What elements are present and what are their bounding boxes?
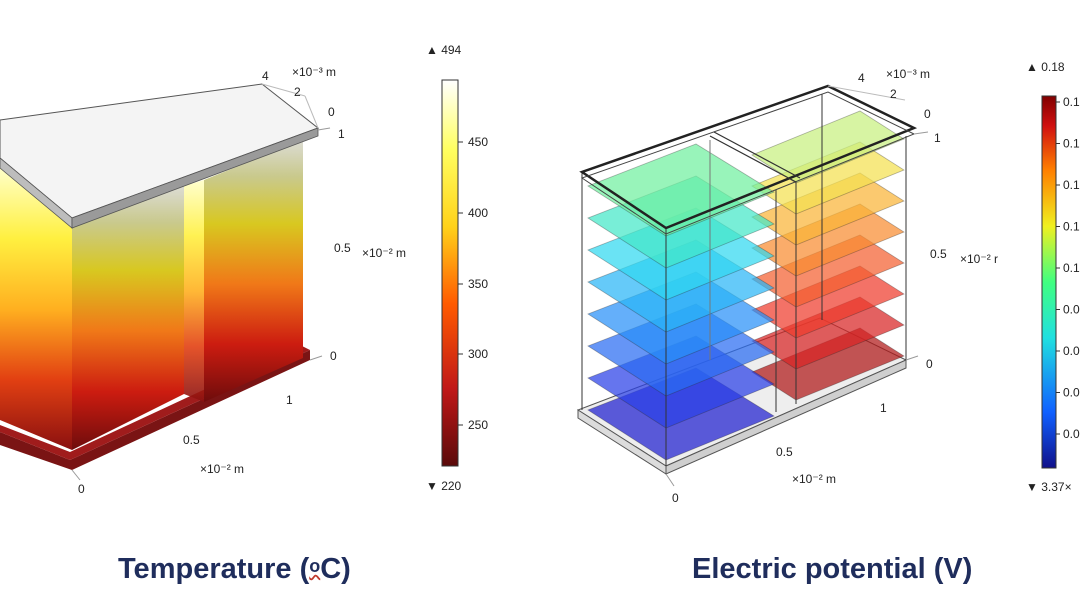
- colorbar-min-label: ▼ 220: [426, 479, 462, 493]
- y-scale-label: ×10⁻³ m: [886, 67, 930, 81]
- z-tick: 0.5: [334, 241, 351, 255]
- y-tick: 0: [328, 105, 335, 119]
- potential-caption: Electric potential (V): [692, 553, 973, 585]
- colorbar-tick-label: 0.0: [1063, 427, 1080, 441]
- potential-colorbar: ▲ 0.18 0.1 0.1 0.1 0.1 0.1 0.0 0.0 0.0 0.0 ▼ 3.3…: [1026, 60, 1080, 494]
- y-tick: 4: [858, 71, 865, 85]
- colorbar-tick-label: 0.1: [1063, 220, 1080, 234]
- colorbar-min-label: ▼ 3.37×: [1026, 480, 1072, 494]
- x-scale-label: ×10⁻² m: [200, 462, 244, 476]
- potential-plot: ×10⁻³ m 4 2 0 1 0.5 ×10⁻² r 0 0 0.5 ×10⁻…: [576, 67, 998, 505]
- colorbar-tick-label: 0.1: [1063, 178, 1080, 192]
- x-tick: 0.5: [183, 433, 200, 447]
- colorbar-tick-label: 400: [468, 206, 488, 220]
- colorbar-max-label: ▲ 494: [426, 43, 462, 57]
- x-tick: 1: [286, 393, 293, 407]
- colorbar-tick-label: 0.0: [1063, 386, 1080, 400]
- temperature-plot: ×10⁻³ m 4 2 0 1 0.5 ×10⁻² m 0 0 0.5 ×10⁻…: [0, 65, 406, 496]
- y-tick: 4: [262, 69, 269, 83]
- colorbar-tick-label: 450: [468, 135, 488, 149]
- y-tick: 2: [294, 85, 301, 99]
- colorbar-tick-label: 0.1: [1063, 137, 1080, 151]
- temperature-colorbar: ▲ 494 450 400 350 300 250 ▼ 220: [426, 43, 488, 493]
- z-tick: 1: [338, 127, 345, 141]
- left-cell-side: [0, 168, 72, 450]
- temperature-caption: Temperature (oC): [118, 553, 351, 585]
- x-tick: 0: [672, 491, 679, 505]
- colorbar-tick-label: 350: [468, 277, 488, 291]
- colorbar-tick-label: 300: [468, 347, 488, 361]
- colorbar-tick-label: 250: [468, 418, 488, 432]
- x-tick: 1: [880, 401, 887, 415]
- colorbar-tick-label: 0.1: [1063, 95, 1080, 109]
- z-tick: 0: [926, 357, 933, 371]
- z-tick: 0: [330, 349, 337, 363]
- x-scale-label: ×10⁻² m: [792, 472, 836, 486]
- y-scale-label: ×10⁻³ m: [292, 65, 336, 79]
- colorbar-tick-label: 0.1: [1063, 261, 1080, 275]
- colorbar-tick-label: 0.0: [1063, 344, 1080, 358]
- degree-o: o: [309, 556, 321, 576]
- z-scale-label: ×10⁻² m: [362, 246, 406, 260]
- z-scale-label: ×10⁻² r: [960, 252, 998, 266]
- x-tick: 0.5: [776, 445, 793, 459]
- z-tick: 0.5: [930, 247, 947, 261]
- left-cell-front: [72, 186, 184, 450]
- y-tick: 2: [890, 87, 897, 101]
- z-tick: 1: [934, 131, 941, 145]
- y-tick: 0: [924, 107, 931, 121]
- colorbar-tick-label: 0.0: [1063, 303, 1080, 317]
- right-cell-front: [204, 140, 303, 402]
- x-tick: 0: [78, 482, 85, 496]
- colorbar-max-label: ▲ 0.18: [1026, 60, 1065, 74]
